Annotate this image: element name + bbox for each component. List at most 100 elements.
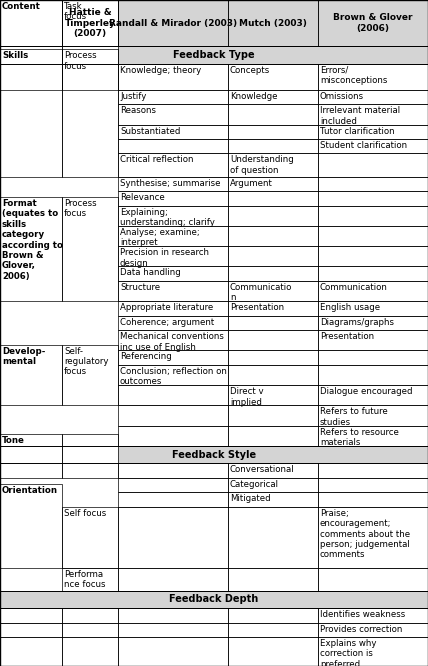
Text: English usage: English usage: [320, 303, 380, 312]
Bar: [0, 344, 62, 406]
Text: Content: Content: [2, 2, 41, 11]
Bar: [228, 492, 318, 507]
Bar: [318, 266, 428, 281]
Bar: [62, 434, 118, 478]
Text: Appropriate literature: Appropriate literature: [120, 303, 213, 312]
Bar: [118, 301, 228, 316]
Bar: [228, 507, 318, 567]
Bar: [228, 64, 318, 90]
Bar: [318, 90, 428, 105]
Bar: [0, 623, 62, 637]
Bar: [318, 406, 428, 426]
Text: Student clarification: Student clarification: [320, 141, 407, 150]
Bar: [0, 608, 62, 623]
Bar: [228, 426, 318, 446]
Bar: [118, 365, 228, 385]
Text: Tone: Tone: [2, 436, 25, 446]
Text: Explaining;
understanding; clarify: Explaining; understanding; clarify: [120, 208, 215, 227]
Text: Data handling: Data handling: [120, 268, 181, 278]
Text: Substantiated: Substantiated: [120, 127, 180, 135]
Bar: [118, 266, 228, 281]
Bar: [318, 226, 428, 246]
Bar: [318, 266, 428, 281]
Bar: [318, 567, 428, 591]
Bar: [62, 344, 118, 406]
Bar: [318, 426, 428, 446]
Bar: [0, 591, 428, 608]
Bar: [0, 197, 62, 301]
Text: Praise;
encouragement;
comments about the
person; judgemental
comments: Praise; encouragement; comments about th…: [320, 509, 410, 559]
Bar: [118, 266, 228, 281]
Bar: [118, 153, 228, 176]
Bar: [0, 49, 62, 176]
Bar: [228, 266, 318, 281]
Bar: [318, 608, 428, 623]
Bar: [62, 0, 118, 47]
Bar: [118, 64, 228, 90]
Bar: [118, 206, 228, 226]
Bar: [318, 316, 428, 330]
Bar: [318, 246, 428, 266]
Bar: [228, 330, 318, 350]
Bar: [228, 153, 318, 176]
Text: Process
focus: Process focus: [64, 51, 97, 71]
Text: Categorical: Categorical: [230, 480, 279, 489]
Bar: [118, 64, 228, 90]
Bar: [228, 350, 318, 365]
Bar: [228, 176, 318, 191]
Text: Communicatio
n: Communicatio n: [230, 283, 292, 302]
Text: Dialogue encouraged: Dialogue encouraged: [320, 387, 413, 396]
Bar: [118, 464, 228, 478]
Bar: [118, 637, 228, 666]
Bar: [118, 226, 228, 246]
Bar: [118, 567, 228, 591]
Bar: [228, 125, 318, 139]
Bar: [228, 246, 318, 266]
Bar: [318, 385, 428, 406]
Bar: [228, 406, 318, 426]
Bar: [62, 637, 118, 666]
Bar: [318, 191, 428, 206]
Bar: [62, 0, 118, 90]
Bar: [118, 0, 228, 47]
Bar: [118, 125, 228, 139]
Text: Task
focus: Task focus: [64, 2, 87, 21]
Text: Critical reflection: Critical reflection: [120, 155, 193, 165]
Text: Relevance: Relevance: [120, 193, 165, 202]
Bar: [318, 637, 428, 666]
Text: Develop-
mental: Develop- mental: [2, 346, 45, 366]
Bar: [228, 385, 318, 406]
Bar: [0, 446, 428, 464]
Bar: [0, 484, 62, 567]
Bar: [0, 0, 428, 47]
Bar: [318, 301, 428, 316]
Text: Coherence; argument: Coherence; argument: [120, 318, 214, 326]
Bar: [318, 478, 428, 492]
Bar: [62, 49, 118, 176]
Bar: [228, 301, 318, 316]
Bar: [318, 105, 428, 125]
Bar: [0, 49, 62, 176]
Bar: [118, 90, 228, 105]
Bar: [228, 301, 318, 316]
Text: Explains why
correction is
preferred: Explains why correction is preferred: [320, 639, 377, 666]
Bar: [62, 608, 118, 623]
Bar: [318, 176, 428, 191]
Bar: [62, 567, 118, 591]
Bar: [228, 64, 318, 90]
Text: Feedback Depth: Feedback Depth: [169, 594, 259, 605]
Bar: [318, 637, 428, 666]
Bar: [318, 153, 428, 176]
Bar: [228, 246, 318, 266]
Bar: [318, 330, 428, 350]
Bar: [118, 507, 228, 567]
Bar: [318, 246, 428, 266]
Text: Format
(equates to
skills
category
according to
Brown &
Glover,
2006): Format (equates to skills category accor…: [2, 199, 63, 280]
Text: Argument: Argument: [230, 178, 273, 188]
Bar: [62, 0, 118, 90]
Bar: [118, 464, 228, 478]
Bar: [318, 426, 428, 446]
Bar: [318, 139, 428, 153]
Text: Mitigated: Mitigated: [230, 494, 270, 503]
Bar: [0, 623, 62, 637]
